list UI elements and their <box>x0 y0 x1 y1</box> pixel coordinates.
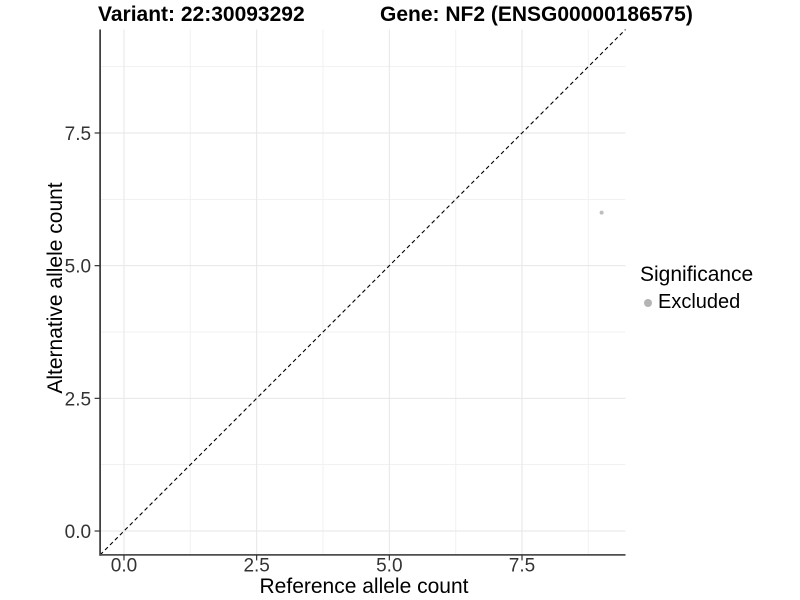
y-tick-label: 0.0 <box>65 522 91 543</box>
x-axis-title: Reference allele count <box>259 575 469 598</box>
x-tick-label: 5.0 <box>376 555 402 576</box>
legend-item-label: Excluded <box>658 291 741 314</box>
y-axis-title: Alternative allele count <box>44 182 67 394</box>
legend-title: Significance <box>640 263 754 286</box>
legend: Significance Excluded <box>640 263 753 314</box>
identity-dashed-line <box>99 29 626 556</box>
plot-title-variant: Variant: 22:30093292 <box>98 3 305 26</box>
x-tick-label: 0.0 <box>111 555 137 576</box>
data-point <box>599 210 604 215</box>
y-tick-label: 5.0 <box>65 257 91 278</box>
x-tick-label: 7.5 <box>509 555 535 576</box>
legend-point-circle-icon <box>644 298 652 307</box>
plot-title-gene: Gene: NF2 (ENSG00000186575) <box>380 3 693 26</box>
y-tick-label: 7.5 <box>65 124 91 145</box>
x-tick-label: 2.5 <box>243 555 269 576</box>
legend-item-excluded: Excluded <box>640 291 753 314</box>
y-tick-label: 2.5 <box>65 389 91 410</box>
